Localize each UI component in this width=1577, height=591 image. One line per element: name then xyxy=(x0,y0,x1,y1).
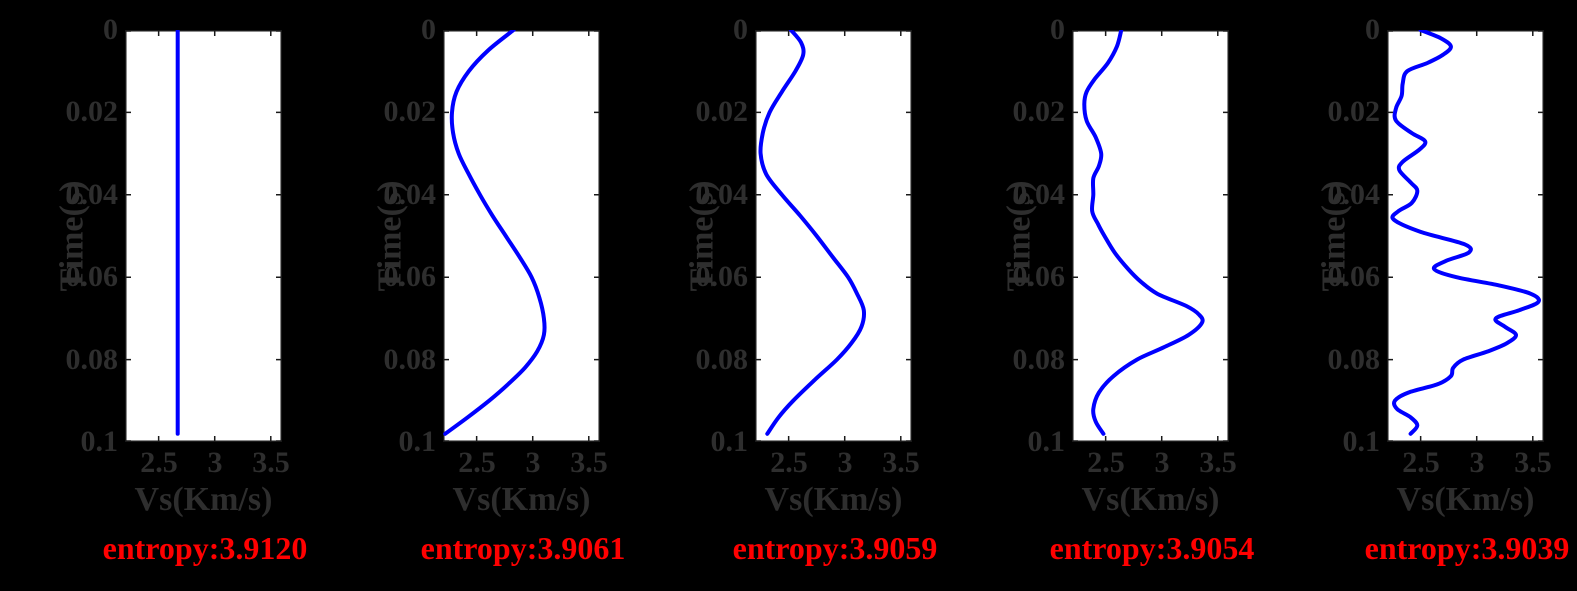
y-tick-label: 0.04 xyxy=(1012,178,1066,211)
y-tick-label: 0.1 xyxy=(80,425,119,458)
x-tick-label: 2.5 xyxy=(1402,446,1440,479)
x-tick-label: 2.5 xyxy=(458,446,496,479)
x-axis-label: Vs(Km/s) xyxy=(134,481,273,518)
vs-curve xyxy=(1082,30,1205,436)
subplot-5: Time(s) 0 0.02 0.04 0.06 0.08 0.1 2.5 3 … xyxy=(1262,0,1577,591)
y-tick-label: 0.06 xyxy=(1327,260,1381,293)
y-tick-label: 0.06 xyxy=(383,260,437,293)
plot-background xyxy=(443,30,600,442)
y-tick-label: 0 xyxy=(1050,13,1065,46)
y-tick-label: 0.08 xyxy=(65,343,119,376)
y-axis-label: Time(s) xyxy=(680,30,724,442)
y-tick-label: 0.1 xyxy=(710,425,749,458)
plot-background xyxy=(755,30,912,442)
x-tick-label: 3 xyxy=(525,446,541,479)
y-axis-label: Time(s) xyxy=(1312,30,1356,442)
y-tick-label: 0.02 xyxy=(1012,95,1066,128)
axes-frame xyxy=(1387,30,1544,442)
subplot-2: Time(s) 0 0.02 0.04 0.06 0.08 0.1 2.5 3 … xyxy=(318,0,633,591)
x-tick-label: 3 xyxy=(1469,446,1485,479)
x-axis-label: Vs(Km/s) xyxy=(764,481,903,518)
y-tick-label: 0.08 xyxy=(695,343,749,376)
entropy-annotation: entropy:3.9039 xyxy=(1364,530,1570,566)
subplot-4: Time(s) 0 0.02 0.04 0.06 0.08 0.1 2.5 3 … xyxy=(947,0,1262,591)
entropy-annotation: entropy:3.9059 xyxy=(732,530,938,566)
y-tick-label: 0.04 xyxy=(1327,178,1381,211)
y-tick-label: 0.04 xyxy=(383,178,437,211)
y-tick-label: 0 xyxy=(421,13,436,46)
y-tick-label: 0 xyxy=(103,13,118,46)
x-tick-label: 3 xyxy=(837,446,853,479)
x-tick-label: 3.5 xyxy=(570,446,608,479)
y-tick-label: 0.08 xyxy=(1012,343,1066,376)
x-tick-label: 3.5 xyxy=(252,446,290,479)
y-tick-label: 0 xyxy=(733,13,748,46)
x-tick-label: 2.5 xyxy=(140,446,178,479)
plot-area xyxy=(443,30,600,442)
x-tick-label: 3 xyxy=(207,446,223,479)
x-axis-label: Vs(Km/s) xyxy=(452,481,591,518)
plot-background xyxy=(1387,30,1544,442)
y-tick-label: 0.04 xyxy=(695,178,749,211)
axes-frame xyxy=(443,30,600,442)
entropy-annotation: entropy:3.9054 xyxy=(1049,530,1255,566)
x-tick-label: 3.5 xyxy=(882,446,920,479)
y-tick-label: 0.1 xyxy=(1027,425,1066,458)
x-tick-label: 3.5 xyxy=(1199,446,1237,479)
plot-area xyxy=(755,30,912,442)
y-tick-label: 0.04 xyxy=(65,178,119,211)
plot-area xyxy=(1387,30,1544,442)
subplot-3: Time(s) 0 0.02 0.04 0.06 0.08 0.1 2.5 3 … xyxy=(630,0,945,591)
y-tick-label: 0.02 xyxy=(1327,95,1381,128)
y-tick-label: 0.1 xyxy=(1342,425,1381,458)
plot-area xyxy=(125,30,282,442)
plot-background xyxy=(125,30,282,442)
plot-background xyxy=(1072,30,1229,442)
x-tick-label: 3 xyxy=(1154,446,1170,479)
x-tick-label: 2.5 xyxy=(770,446,808,479)
vs-curve xyxy=(443,30,547,436)
y-axis-label: Time(s) xyxy=(368,30,412,442)
subplot-1: Time(s) 0 0.02 0.04 0.06 0.08 0.1 2.5 3 … xyxy=(0,0,315,591)
y-tick-label: 0.1 xyxy=(398,425,437,458)
y-axis-label: Time(s) xyxy=(50,30,94,442)
x-tick-label: 3.5 xyxy=(1514,446,1552,479)
y-tick-label: 0.02 xyxy=(65,95,119,128)
y-tick-label: 0.02 xyxy=(383,95,437,128)
vs-curve xyxy=(1390,30,1541,436)
entropy-annotation: entropy:3.9061 xyxy=(420,530,626,566)
x-axis-label: Vs(Km/s) xyxy=(1081,481,1220,518)
vs-curve xyxy=(758,30,867,436)
y-tick-label: 0.08 xyxy=(1327,343,1381,376)
axes-frame xyxy=(755,30,912,442)
y-tick-label: 0.02 xyxy=(695,95,749,128)
x-tick-label: 2.5 xyxy=(1087,446,1125,479)
y-tick-label: 0.08 xyxy=(383,343,437,376)
axes-frame xyxy=(125,30,282,442)
entropy-annotation: entropy:3.9120 xyxy=(102,530,308,566)
y-tick-label: 0.06 xyxy=(1012,260,1066,293)
plot-area xyxy=(1072,30,1229,442)
axes-frame xyxy=(1072,30,1229,442)
y-axis-label: Time(s) xyxy=(997,30,1041,442)
x-axis-label: Vs(Km/s) xyxy=(1396,481,1535,518)
y-tick-label: 0.06 xyxy=(695,260,749,293)
y-tick-label: 0 xyxy=(1365,13,1380,46)
y-tick-label: 0.06 xyxy=(65,260,119,293)
